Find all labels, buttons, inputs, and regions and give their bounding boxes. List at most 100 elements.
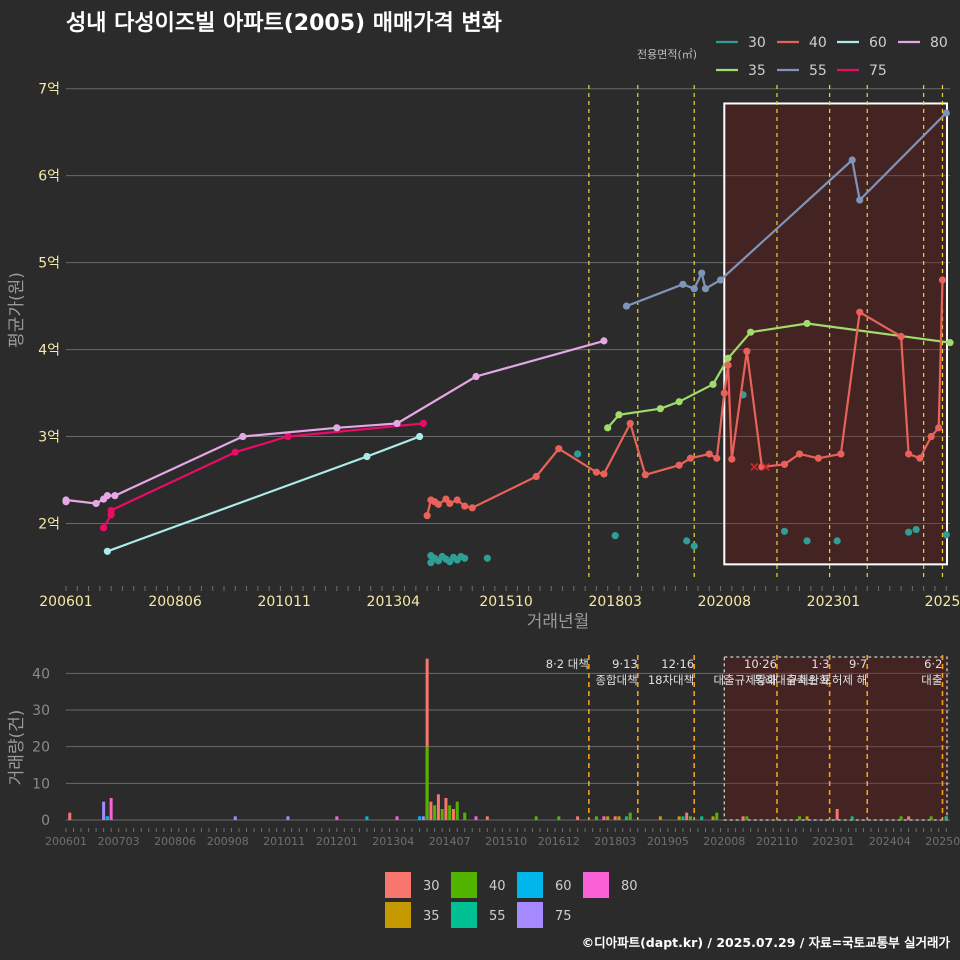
bar-30 — [444, 798, 448, 820]
data-point-80 — [92, 499, 100, 508]
policy-date-label: 9·7 — [849, 657, 867, 671]
legend-label-55: 55 — [489, 909, 506, 924]
data-point-75 — [231, 448, 239, 456]
data-point-40 — [434, 500, 443, 508]
bar-80 — [335, 816, 339, 820]
data-point-60 — [363, 452, 371, 461]
data-point-80 — [472, 372, 480, 381]
bar-40 — [433, 805, 437, 820]
data-point-30 — [905, 528, 913, 536]
bar-30 — [436, 794, 440, 820]
x-marker — [761, 462, 770, 472]
bar-35 — [711, 816, 715, 820]
data-point-40 — [927, 432, 935, 441]
data-point-35 — [656, 405, 664, 413]
data-point-40 — [461, 502, 469, 510]
highlight-box — [723, 102, 948, 566]
x-tick-label: 202404 — [869, 835, 911, 848]
policy-date-label: 1·3 — [811, 657, 829, 671]
data-point-30 — [611, 532, 619, 540]
y-tick-label: 10 — [32, 776, 50, 792]
data-point-35 — [615, 411, 623, 419]
data-point-80 — [393, 419, 401, 428]
y-axis-label: 평균가(원) — [7, 272, 27, 348]
data-point-40 — [675, 461, 683, 469]
bar-40 — [455, 801, 459, 820]
data-point-30 — [942, 531, 950, 539]
data-point-30 — [573, 450, 582, 458]
x-tick-label: 201201 — [316, 835, 358, 848]
data-point-75 — [419, 419, 427, 428]
x-tick-label: 202110 — [756, 835, 798, 848]
legend-label-80: 80 — [621, 879, 638, 894]
policy-date-label: 9·13 — [612, 657, 638, 671]
x-tick-label: 2025 — [925, 594, 960, 610]
x-axis-label: 거래년월 — [527, 612, 590, 632]
chart-title: 성내 다성이즈빌 아파트(2005) 매매가격 변화 — [66, 11, 502, 36]
data-point-40 — [814, 454, 822, 462]
bar-30 — [576, 816, 580, 820]
data-point-40 — [720, 389, 728, 397]
data-point-35 — [675, 398, 683, 406]
x-tick-label: 201304 — [367, 594, 421, 610]
y-tick-label: 40 — [32, 666, 50, 682]
price-panel: 2억 3억 4억 5억 6억 7억 200601 200806 201011 201304 2015… — [7, 82, 960, 632]
data-point-35 — [946, 339, 954, 347]
bar-35 — [606, 816, 610, 820]
bar-30 — [741, 816, 745, 820]
data-point-40 — [532, 472, 540, 481]
bar-35 — [677, 816, 681, 820]
bar-80 — [109, 798, 113, 820]
legend-label-75: 75 — [555, 909, 572, 924]
data-point-40 — [724, 361, 732, 369]
data-point-40 — [592, 468, 601, 476]
legend-swatch-55 — [451, 902, 477, 928]
policy-name-label: 대출 — [921, 673, 942, 687]
bar-30 — [425, 658, 429, 820]
data-point-40 — [626, 419, 634, 428]
bar-35 — [658, 816, 662, 820]
bar-40 — [899, 816, 903, 820]
x-tick-label: 201803 — [588, 594, 641, 610]
legend-label-40: 40 — [489, 879, 506, 894]
legend-swatch-60 — [517, 872, 543, 898]
legend-label-40: 40 — [809, 35, 827, 51]
x-marker — [750, 462, 759, 472]
data-point-40 — [795, 450, 804, 458]
data-point-55 — [848, 156, 856, 164]
bar-55 — [624, 816, 628, 820]
legend-label-75: 75 — [869, 63, 887, 79]
policy-date-label: 6·2 — [924, 657, 942, 671]
bar-35 — [617, 816, 621, 820]
bar-30 — [68, 812, 72, 820]
bar-40 — [448, 805, 452, 820]
y-tick-label: 7억 — [38, 82, 60, 98]
x-tick-label: 201510 — [479, 594, 532, 610]
series-line-80 — [64, 339, 605, 505]
bar-30 — [685, 812, 689, 820]
bar-75 — [421, 816, 425, 820]
bar-75 — [102, 801, 106, 820]
bar-30 — [835, 809, 839, 820]
data-point-55 — [701, 285, 710, 293]
y-tick-label: 2억 — [38, 516, 60, 532]
bar-30 — [429, 801, 433, 820]
bar-80 — [395, 816, 399, 820]
y-tick-label: 6억 — [38, 169, 60, 185]
x-tick-label: 201407 — [429, 835, 471, 848]
data-point-55 — [716, 276, 725, 284]
data-point-80 — [333, 424, 341, 432]
data-point-30 — [461, 554, 469, 562]
bar-80 — [602, 816, 606, 820]
data-point-35 — [724, 354, 732, 362]
data-point-80 — [103, 492, 111, 500]
x-tick-label: 202008 — [698, 594, 751, 610]
bar-40 — [628, 812, 632, 820]
y-tick-label: 0 — [41, 813, 50, 829]
legend-swatch-40 — [451, 872, 477, 898]
y-tick-label: 3억 — [38, 430, 60, 446]
data-point-40 — [453, 496, 461, 504]
bar-55 — [850, 816, 854, 820]
